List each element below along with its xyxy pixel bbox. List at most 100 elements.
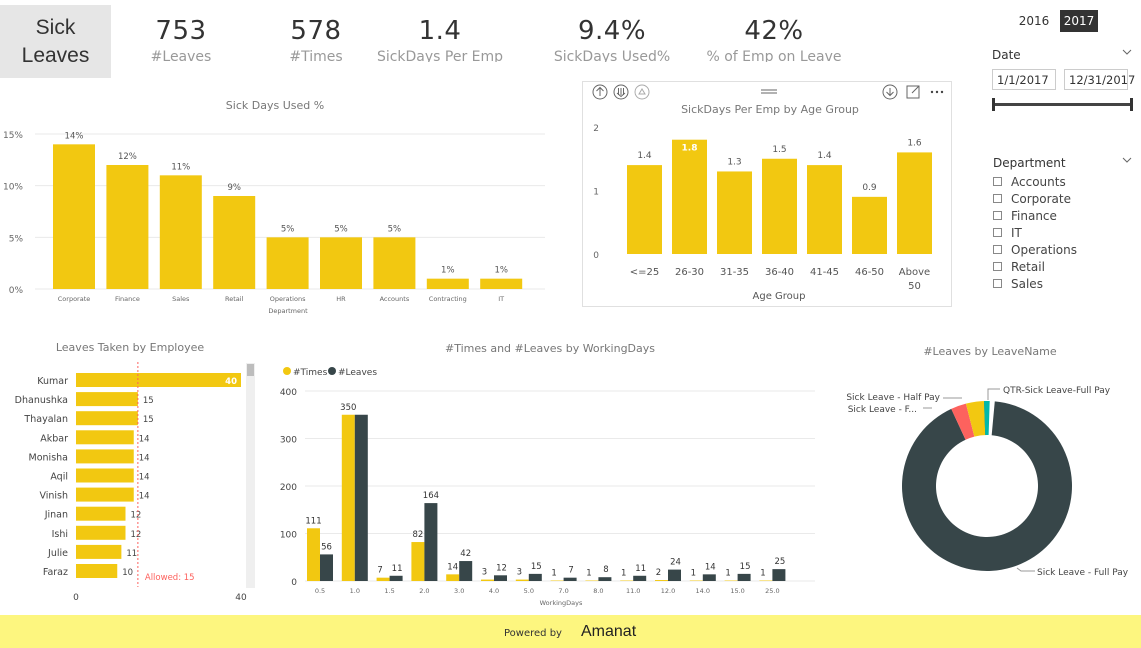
x-tick-label: 7.0 [558,587,568,595]
powered-by-label: Powered by [504,628,562,639]
x-tick-label: 46-50 [855,267,884,278]
date-start-input[interactable]: 1/1/2017 [992,69,1056,90]
brand-name: Amanat [581,623,637,640]
slice-label: QTR-Sick Leave-Full Pay [1003,386,1111,396]
more-options-icon[interactable] [930,90,944,94]
report-title-line2: Leaves [21,43,90,67]
date-end-input[interactable]: 12/31/2017 [1064,69,1135,90]
data-label: 11 [126,549,137,559]
bar [426,278,469,289]
data-label: 1 [691,569,696,579]
checkbox[interactable] [993,245,1002,254]
data-label: 12 [131,511,142,521]
data-label: 1 [725,569,730,579]
data-label: 14 [139,434,150,444]
bar-times [307,528,320,581]
data-label: 1 [760,569,765,579]
focus-mode-icon[interactable] [906,85,920,99]
chevron-down-icon[interactable] [1122,48,1132,59]
y-tick-label: Vinish [39,491,68,502]
x-tick-label: 26-30 [675,267,704,278]
data-label: 1.3 [727,157,741,167]
data-label: 14 [705,562,716,572]
bar-times [411,542,425,581]
checkbox[interactable] [993,279,1002,288]
data-label: 11% [171,162,190,172]
checkbox[interactable] [993,194,1002,203]
leaves-by-leavename-chart[interactable]: Sick Leave - Full Pay Sick Leave - F... Si… [835,375,1141,605]
data-label: 1.4 [817,151,832,161]
kpi-times: 578 #Times [266,12,366,62]
bar-leaves [354,414,368,581]
slice-label: Sick Leave - Half Pay [846,393,940,403]
y-tick-label: Faraz [43,567,68,578]
age-group-chart[interactable]: 0 1 2 1.4 <=25 1.8 26-30 1.3 31-35 1.5 36-40 1.4 41-… [584,115,950,305]
drill-down-icon[interactable] [613,84,629,100]
y-tick-label: 2 [593,124,599,134]
bar-leaves [389,575,403,581]
x-tick-label: 2.0 [419,587,429,595]
checkbox[interactable] [993,177,1002,186]
data-label: 11 [392,564,403,574]
scrollbar-thumb[interactable] [247,364,254,376]
data-label: 14 [139,473,150,483]
department-item[interactable]: Accounts [993,173,1077,190]
data-label: 1 [586,569,591,579]
chart-title: #Times and #Leaves by WorkingDays [444,342,656,355]
year-button-2017[interactable]: 2017 [1060,10,1098,32]
data-label: 3 [517,568,522,578]
department-item[interactable]: IT [993,224,1077,241]
department-item[interactable]: Operations [993,241,1077,258]
age-group-visual-frame [582,81,952,307]
kpi-label: % of Emp on Leave [706,50,842,62]
kpi-label: #Times [289,50,343,62]
drag-handle-icon[interactable] [761,89,777,94]
data-label: 5% [388,224,402,234]
y-tick-label: 0 [593,251,599,261]
bar-leaves [598,577,612,581]
chart-title: Sick Days Used % [225,99,325,112]
x-axis-title: Department [268,307,308,315]
date-range-slider[interactable] [992,97,1133,111]
expand-all-icon[interactable] [634,84,650,100]
bar [807,165,842,254]
bar-times [446,574,460,581]
x-tick-label: Operations [270,295,306,303]
checkbox[interactable] [993,211,1002,220]
checkbox[interactable] [993,262,1002,271]
data-label: 1% [494,266,508,276]
department-item[interactable]: Retail [993,258,1077,275]
kpi-value: 9.4% [577,16,647,46]
bar-leaves [563,577,577,581]
leaves-by-employee-chart[interactable]: Kumar 40 Dhanushka 15 Thayalan 15 Akbar 14 Monis… [0,360,262,605]
kpi-value: 753 [155,16,207,46]
data-label: 5% [281,224,295,234]
department-item[interactable]: Sales [993,275,1077,292]
sick-days-used-chart[interactable]: 0% 5% 10% 15% 14% Corporate 12% Finance 11% Sales… [0,115,560,320]
data-label: 1.5 [772,145,786,155]
checkbox[interactable] [993,228,1002,237]
x-tick-label: Sales [172,295,190,303]
department-item[interactable]: Finance [993,207,1077,224]
drill-mode-icon[interactable] [882,84,898,100]
data-label: 1% [441,266,455,276]
drill-up-icon[interactable] [592,84,608,100]
legend-label: #Times [293,368,328,378]
y-tick-label: Dhanushka [15,395,68,406]
department-item[interactable]: Corporate [993,190,1077,207]
year-button-2016[interactable]: 2016 [1018,14,1050,28]
x-tick-label: 8.0 [593,587,603,595]
bar-leaves [424,503,438,581]
x-tick-label: 1.5 [384,587,394,595]
chevron-down-icon[interactable] [1122,156,1132,167]
data-label: 12% [118,152,137,162]
bar-leaves [494,575,507,581]
data-label: 1.6 [907,138,922,148]
y-tick-label: 200 [280,483,297,493]
data-label: 82 [412,530,423,540]
kpi-leaves: 753 #Leaves [131,12,231,62]
legend-label: #Leaves [338,368,377,378]
bar [76,525,126,540]
bar [76,468,134,483]
